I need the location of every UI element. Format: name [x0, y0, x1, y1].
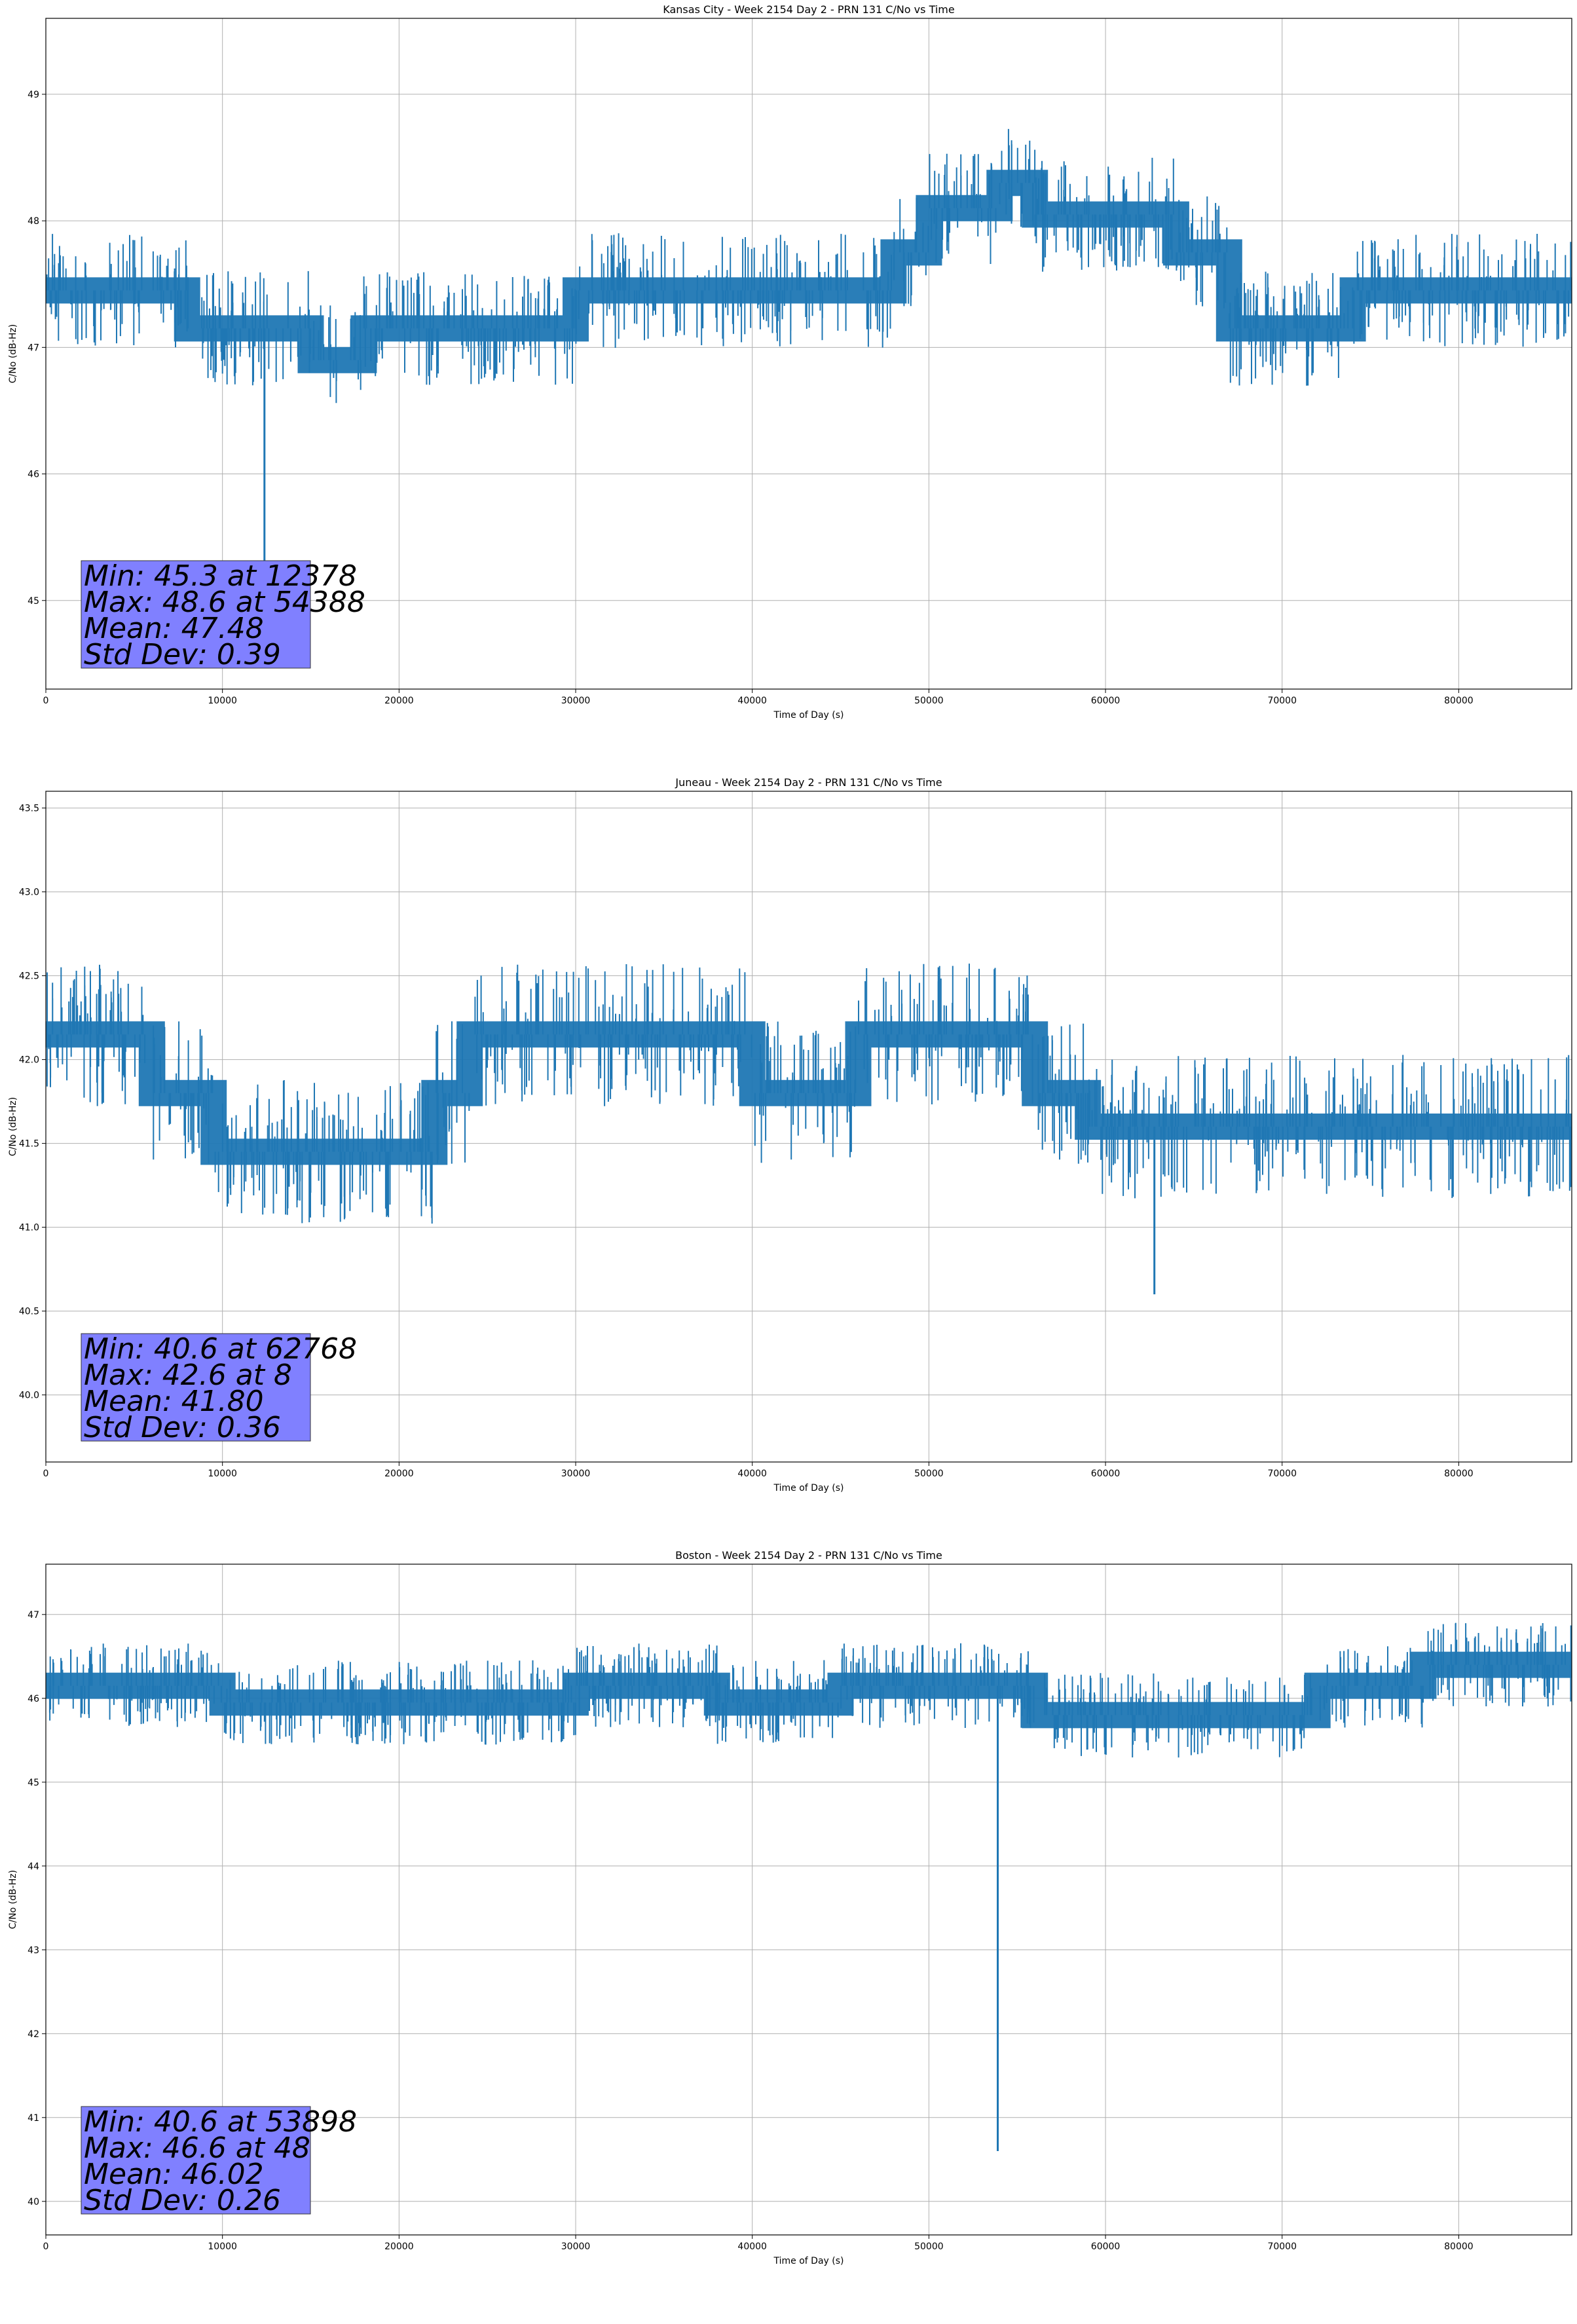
x-tick-label: 10000 — [208, 696, 237, 706]
x-tick-label: 50000 — [914, 696, 944, 706]
y-tick-label: 42.0 — [19, 1055, 39, 1066]
x-tick-label: 0 — [43, 696, 49, 706]
series-line — [46, 170, 1572, 373]
y-tick-label: 40 — [28, 2197, 39, 2207]
y-tick-label: 45 — [28, 596, 39, 607]
axes-frame — [45, 1564, 1572, 2236]
y-tick-label: 45 — [28, 1778, 39, 1788]
y-tick-label: 40.0 — [19, 1391, 39, 1401]
chart-svg: Kansas City - Week 2154 Day 2 - PRN 131 … — [8, 3, 1572, 721]
x-axis-label: Time of Day (s) — [773, 2256, 844, 2266]
y-tick-label: 43.0 — [19, 888, 39, 898]
chart-panel: Kansas City - Week 2154 Day 2 - PRN 131 … — [0, 0, 1577, 773]
stats-line: Mean: 41.80 — [84, 1385, 264, 1418]
x-tick-label: 0 — [43, 2241, 49, 2252]
y-tick-label: 41.0 — [19, 1223, 39, 1233]
y-tick-label: 43.5 — [19, 804, 39, 814]
x-axis-label: Time of Day (s) — [773, 710, 844, 721]
x-tick-label: 80000 — [1444, 696, 1474, 706]
x-tick-label: 0 — [43, 1469, 49, 1479]
y-tick-label: 42.5 — [19, 971, 39, 982]
x-tick-label: 10000 — [208, 1469, 237, 1479]
chart-title: Boston - Week 2154 Day 2 - PRN 131 C/No … — [675, 1549, 942, 1562]
stats-line: Std Dev: 0.39 — [84, 638, 281, 671]
chart-title: Kansas City - Week 2154 Day 2 - PRN 131 … — [663, 3, 954, 16]
y-tick-label: 42 — [28, 2029, 39, 2040]
stats-line: Mean: 47.48 — [84, 612, 264, 645]
x-tick-label: 30000 — [561, 2241, 591, 2252]
axes-frame — [45, 18, 1572, 690]
y-axis-label: C/No (dB-Hz) — [8, 1097, 18, 1156]
stats-box — [81, 1333, 311, 1442]
stats-line: Max: 42.6 at 8 — [84, 1359, 292, 1392]
chart-title: Juneau - Week 2154 Day 2 - PRN 131 C/No … — [675, 776, 942, 789]
x-tick-label: 10000 — [208, 2241, 237, 2252]
stats-box — [81, 2106, 311, 2215]
axes-frame — [45, 791, 1572, 1463]
x-tick-label: 70000 — [1267, 696, 1297, 706]
stats-line: Std Dev: 0.36 — [84, 1411, 281, 1444]
stats-line: Min: 40.6 at 53898 — [84, 2105, 357, 2139]
stats-line: Max: 46.6 at 48 — [84, 2131, 310, 2165]
series-noise — [48, 1622, 1572, 1758]
y-tick-label: 48 — [28, 216, 39, 227]
x-tick-label: 70000 — [1267, 2241, 1297, 2252]
y-tick-label: 41.5 — [19, 1139, 39, 1150]
stats-line: Min: 45.3 at 12378 — [84, 559, 357, 593]
series-noise — [46, 964, 1572, 1224]
x-tick-label: 40000 — [737, 696, 767, 706]
x-tick-label: 30000 — [561, 696, 591, 706]
y-tick-label: 41 — [28, 2113, 39, 2124]
y-tick-label: 46 — [28, 470, 39, 480]
y-tick-label: 44 — [28, 1862, 39, 1872]
x-tick-label: 50000 — [914, 1469, 944, 1479]
x-tick-label: 70000 — [1267, 1469, 1297, 1479]
stats-line: Std Dev: 0.26 — [84, 2184, 281, 2217]
chart-svg: Boston - Week 2154 Day 2 - PRN 131 C/No … — [8, 1549, 1572, 2266]
x-tick-label: 20000 — [384, 696, 414, 706]
x-tick-label: 30000 — [561, 1469, 591, 1479]
x-tick-label: 80000 — [1444, 2241, 1474, 2252]
x-tick-label: 20000 — [384, 2241, 414, 2252]
x-tick-label: 80000 — [1444, 1469, 1474, 1479]
y-axis-label: C/No (dB-Hz) — [8, 324, 18, 383]
chart-panel: Juneau - Week 2154 Day 2 - PRN 131 C/No … — [0, 773, 1577, 1546]
chart-panel: Boston - Week 2154 Day 2 - PRN 131 C/No … — [0, 1546, 1577, 2319]
y-tick-label: 49 — [28, 90, 39, 100]
x-tick-label: 60000 — [1091, 696, 1121, 706]
stats-line: Mean: 46.02 — [84, 2158, 264, 2191]
stats-line: Max: 48.6 at 54388 — [84, 586, 365, 619]
y-tick-label: 47 — [28, 1610, 39, 1621]
y-tick-label: 47 — [28, 343, 39, 353]
stats-line: Min: 40.6 at 62768 — [84, 1332, 357, 1366]
x-tick-label: 40000 — [737, 2241, 767, 2252]
y-axis-label: C/No (dB-Hz) — [8, 1870, 18, 1929]
x-tick-label: 40000 — [737, 1469, 767, 1479]
x-tick-label: 20000 — [384, 1469, 414, 1479]
stats-box — [81, 560, 311, 669]
x-axis-label: Time of Day (s) — [773, 1483, 844, 1493]
y-tick-label: 40.5 — [19, 1307, 39, 1317]
x-tick-label: 60000 — [1091, 1469, 1121, 1479]
chart-svg: Juneau - Week 2154 Day 2 - PRN 131 C/No … — [8, 776, 1572, 1493]
x-tick-label: 60000 — [1091, 2241, 1121, 2252]
y-tick-label: 43 — [28, 1945, 39, 1956]
y-tick-label: 46 — [28, 1694, 39, 1704]
x-tick-label: 50000 — [914, 2241, 944, 2252]
series-noise — [46, 128, 1572, 403]
